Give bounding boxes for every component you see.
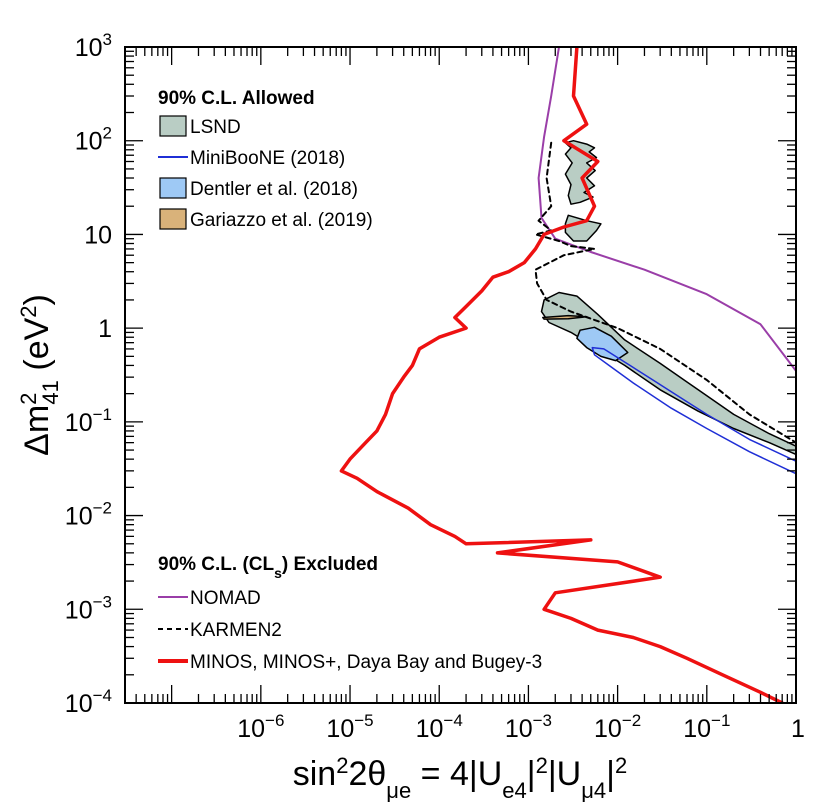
x-label-sub1: μe — [386, 778, 411, 803]
legend-label-gariazzo-et-al-2019: Gariazzo et al. (2019) — [190, 210, 373, 231]
y-label-rest: (eV — [18, 317, 56, 380]
x-label-part2: 2θ — [348, 755, 386, 793]
y-tick-label: 1 — [98, 315, 112, 343]
x-label-sup2: 2 — [536, 753, 548, 778]
legend-excluded-heading-pre: 90% C.L. (CL — [158, 554, 275, 575]
tick-labels: 10−6 10−5 10−4 10−3 10−2 10−1 1 10−4 10−3 10−2 10−… — [65, 30, 805, 743]
y-label-sub: 41 — [38, 380, 63, 404]
y-tick-label: 10−1 — [65, 405, 112, 437]
y-label-sup: 2 — [16, 393, 41, 405]
x-label-main: sin — [293, 755, 336, 793]
plot-background — [125, 47, 796, 703]
x-tick-label: 10−5 — [326, 711, 373, 743]
x-label-sub3: μ4 — [581, 778, 606, 803]
x-tick-label: 1 — [791, 715, 805, 743]
region-gariazzo-et-al-2019-4 — [542, 314, 588, 320]
legend-entry-lsnd: LSND — [159, 115, 241, 138]
x-label-part3: = 4|U — [411, 755, 502, 793]
legend-excluded-heading-post: ) Excluded — [282, 554, 378, 575]
y-tick-label: 10−3 — [65, 592, 112, 624]
curve-karmen2 — [534, 141, 796, 444]
legend-entry-karmen2: KARMEN2 — [158, 620, 282, 641]
plot-frame — [124, 46, 797, 704]
x-tick-label: 10−6 — [237, 711, 284, 743]
y-label-close: ) — [18, 294, 56, 305]
x-label-part5: |U — [548, 755, 581, 793]
legend-swatch-lsnd — [159, 115, 187, 137]
x-tick-label: 10−2 — [594, 711, 641, 743]
x-label-sup3: 2 — [615, 753, 627, 778]
y-label-sup2: 2 — [16, 305, 41, 317]
legend-swatch-dentler-et-al-2018 — [159, 177, 187, 199]
exclusion-curves — [339, 47, 796, 703]
region-miniboone-2018-5 — [591, 346, 796, 475]
y-axis-label: Δm241 (eV2) — [16, 294, 64, 456]
legend-allowed: 90% C.L. Allowed LSND MiniBooNE (2018) Den… — [158, 88, 373, 231]
curve-minos-minos-daya-bay-and-bugey-3 — [339, 47, 784, 703]
allowed-regions — [540, 139, 796, 475]
y-tick-label: 103 — [75, 30, 112, 62]
x-axis-label: sin22θμe = 4|Ue4|2|Uμ4|2 — [293, 753, 628, 803]
x-label-part6: | — [606, 755, 615, 793]
x-tick-label: 10−3 — [505, 711, 552, 743]
legend-label-dentler-et-al-2018: Dentler et al. (2018) — [190, 179, 358, 200]
legend-entry-nomad: NOMAD — [158, 588, 261, 609]
legend-label-miniboone-2018: MiniBooNE (2018) — [190, 148, 345, 169]
legend-excluded-heading-sub: s — [274, 565, 282, 581]
legend-label-karmen2: KARMEN2 — [190, 620, 282, 641]
legend-swatch-gariazzo-et-al-2019 — [159, 208, 187, 230]
curve-nomad — [537, 47, 796, 372]
x-label-sup1: 2 — [336, 753, 348, 778]
legend-entry-miniboone-2018: MiniBooNE (2018) — [158, 148, 345, 169]
legend-allowed-heading: 90% C.L. Allowed — [158, 88, 315, 109]
x-label-sub2: e4 — [502, 778, 526, 803]
x-label-part4: | — [527, 755, 536, 793]
x-tick-label: 10−1 — [683, 711, 730, 743]
y-tick-label: 10−4 — [65, 686, 112, 718]
region-dentler-et-al-2018-3 — [576, 326, 629, 362]
legend-label-lsnd: LSND — [190, 117, 241, 138]
legend-label-minos-minos-daya-bay-and-bugey-3: MINOS, MINOS+, Daya Bay and Bugey-3 — [190, 652, 542, 673]
y-label-main: Δm — [18, 405, 56, 456]
legend-entry-minos-minos-daya-bay-and-bugey-3: MINOS, MINOS+, Daya Bay and Bugey-3 — [158, 652, 542, 673]
y-tick-label: 10−2 — [65, 499, 112, 531]
y-tick-label: 10 — [84, 221, 112, 249]
legend-entry-gariazzo-et-al-2019: Gariazzo et al. (2019) — [159, 208, 373, 231]
legend-label-nomad: NOMAD — [190, 588, 261, 609]
y-tick-label: 102 — [75, 124, 112, 156]
legend-entry-dentler-et-al-2018: Dentler et al. (2018) — [159, 177, 358, 200]
axis-ticks — [124, 46, 797, 704]
legend-excluded-heading: 90% C.L. (CLs) Excluded — [158, 554, 378, 581]
x-tick-label: 10−4 — [416, 711, 463, 743]
legend-excluded: 90% C.L. (CLs) Excluded NOMAD KARMEN2 MINO… — [158, 554, 542, 673]
